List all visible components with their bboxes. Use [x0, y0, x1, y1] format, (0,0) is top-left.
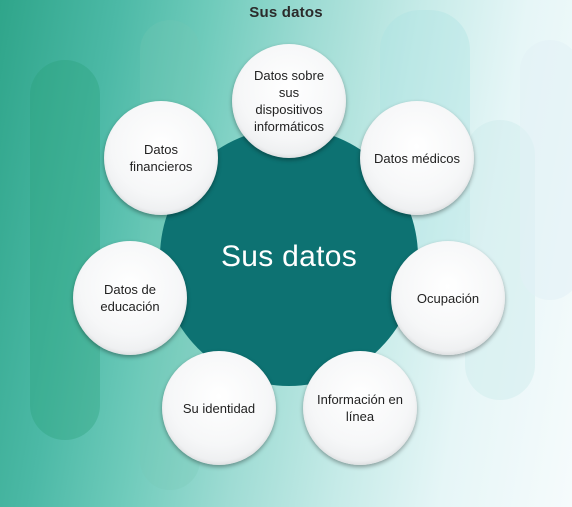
node-occupation: Ocupación: [391, 241, 505, 355]
node-label: Datos médicos: [374, 150, 460, 166]
node-label: Su identidad: [182, 400, 256, 416]
node-device-data: Datos sobre sus dispositivos informático…: [232, 44, 346, 158]
node-label: Ocupación: [416, 290, 480, 306]
node-medical-data: Datos médicos: [360, 101, 474, 215]
background-stripe: [520, 40, 572, 300]
node-label: Datos de educación: [100, 282, 160, 314]
node-label: Datos financieros: [129, 142, 193, 174]
node-online-information: Información en línea: [303, 351, 417, 465]
page-title: Sus datos: [249, 4, 323, 21]
background-stripe: [30, 60, 100, 440]
center-label: Sus datos: [220, 240, 358, 273]
node-identity: Su identidad: [162, 351, 276, 465]
node-education-data: Datos de educación: [73, 241, 187, 355]
node-label: Datos sobre sus dispositivos informático…: [253, 68, 325, 134]
node-label: Información en línea: [317, 392, 403, 424]
node-financial-data: Datos financieros: [104, 101, 218, 215]
